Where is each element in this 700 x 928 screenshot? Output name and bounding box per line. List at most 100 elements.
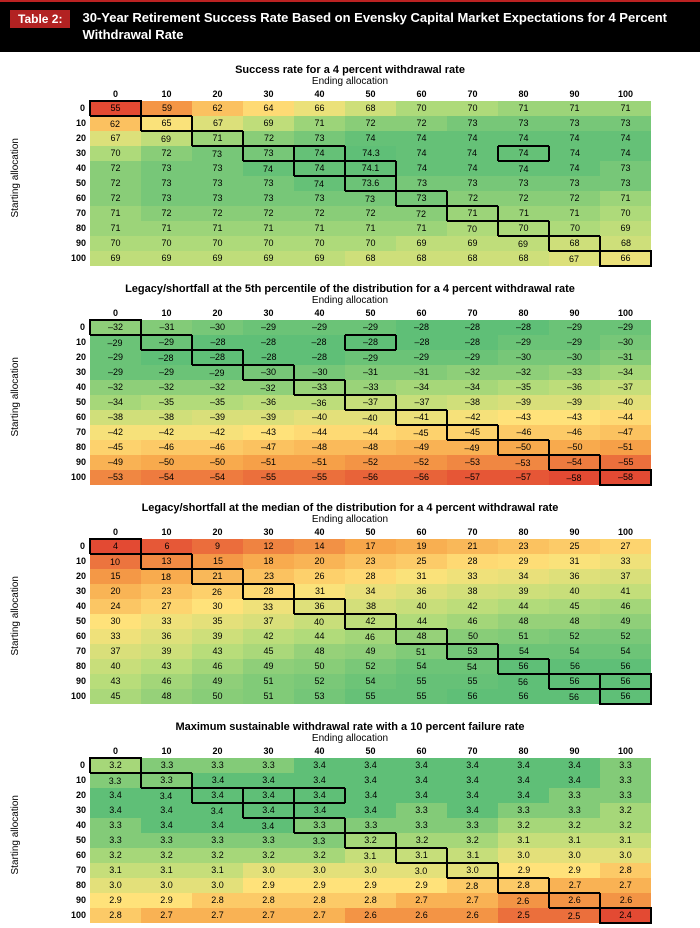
heat-cell: 55 (90, 101, 141, 116)
heat-cell: 36 (549, 569, 600, 584)
col-header: 10 (141, 745, 192, 758)
col-header: 80 (498, 88, 549, 101)
heat-cell: –45 (90, 440, 141, 455)
heat-cell: 3.1 (345, 848, 396, 863)
table-title: 30-Year Retirement Success Rate Based on… (82, 10, 690, 44)
heat-cell: 10 (90, 554, 141, 569)
heat-cell: 2.8 (192, 893, 243, 908)
heat-cell: 56 (498, 689, 549, 704)
heat-cell: –46 (141, 440, 192, 455)
heat-cell: 2.9 (294, 878, 345, 893)
heat-cell: 3.4 (141, 788, 192, 803)
row-header: 0 (59, 758, 90, 773)
heat-cell: 73 (549, 116, 600, 131)
heat-cell: 41 (600, 584, 651, 599)
heat-cell: 54 (549, 644, 600, 659)
heat-cell: 3.4 (345, 788, 396, 803)
heat-cell: 73.6 (345, 176, 396, 191)
heat-cell: 3.4 (294, 758, 345, 773)
heat-cell: 3.3 (600, 773, 651, 788)
heat-cell: 3.0 (396, 863, 447, 878)
heat-cell: 53 (447, 644, 498, 659)
heat-cell: 2.6 (396, 908, 447, 923)
heat-cell: 35 (192, 614, 243, 629)
heat-cell: 3.3 (498, 803, 549, 818)
heat-cell: 70 (141, 236, 192, 251)
heat-cell: 39 (498, 584, 549, 599)
heat-cell: 3.2 (600, 803, 651, 818)
heat-cell: 71 (90, 206, 141, 221)
heat-cell: 34 (498, 569, 549, 584)
heat-cell: 3.3 (243, 833, 294, 848)
heat-cell: 3.3 (345, 818, 396, 833)
heat-cell: 2.7 (600, 878, 651, 893)
col-header: 50 (345, 307, 396, 320)
heat-cell: 30 (90, 614, 141, 629)
heat-cell: 55 (447, 674, 498, 689)
row-header: 30 (59, 803, 90, 818)
heat-cell: 56 (549, 659, 600, 674)
heat-cell: 52 (294, 674, 345, 689)
heat-cell: –30 (549, 350, 600, 365)
panel-title: Success rate for a 4 percent withdrawal … (10, 64, 690, 76)
heat-cell: 3.2 (243, 848, 294, 863)
heat-cell: 54 (345, 674, 396, 689)
heat-cell: –28 (447, 335, 498, 350)
heat-cell: –44 (294, 425, 345, 440)
row-header: 10 (59, 116, 90, 131)
heat-cell: 3.3 (192, 758, 243, 773)
heat-cell: –43 (243, 425, 294, 440)
col-header: 60 (396, 526, 447, 539)
heat-cell: 74 (396, 146, 447, 161)
heat-cell: 74 (549, 131, 600, 146)
heat-cell: 3.4 (192, 773, 243, 788)
heat-cell: 27 (141, 599, 192, 614)
heat-cell: –58 (600, 470, 651, 485)
heat-cell: 43 (192, 644, 243, 659)
heat-cell: –49 (396, 440, 447, 455)
heat-cell: 56 (600, 659, 651, 674)
heat-cell: –56 (345, 470, 396, 485)
heat-cell: 37 (600, 569, 651, 584)
heat-cell: 33 (141, 614, 192, 629)
heat-cell: 27 (600, 539, 651, 554)
heat-cell: 71 (192, 131, 243, 146)
heat-cell: 74.3 (345, 146, 396, 161)
heat-cell: 67 (549, 251, 600, 266)
heat-cell: 15 (90, 569, 141, 584)
heat-cell: –49 (447, 440, 498, 455)
row-header: 80 (59, 440, 90, 455)
row-header: 60 (59, 410, 90, 425)
heat-cell: 33 (600, 554, 651, 569)
row-header: 60 (59, 848, 90, 863)
heat-cell: 74 (549, 146, 600, 161)
heat-cell: 74 (294, 176, 345, 191)
heat-cell: 67 (192, 116, 243, 131)
heat-cell: 74.1 (345, 161, 396, 176)
heat-cell: 3.3 (192, 833, 243, 848)
table-header: Table 2: 30-Year Retirement Success Rate… (0, 0, 700, 52)
heat-cell: 3.4 (243, 788, 294, 803)
heat-cell: 54 (447, 659, 498, 674)
col-header: 30 (243, 526, 294, 539)
heat-cell: 70 (192, 236, 243, 251)
heat-cell: 2.6 (345, 908, 396, 923)
heat-cell: –54 (192, 470, 243, 485)
heat-cell: 50 (294, 659, 345, 674)
heat-cell: 3.3 (141, 773, 192, 788)
heat-cell: 72 (192, 206, 243, 221)
heat-cell: 37 (90, 644, 141, 659)
heat-cell: 73 (549, 176, 600, 191)
row-header: 80 (59, 878, 90, 893)
col-header: 100 (600, 526, 651, 539)
row-header: 100 (59, 251, 90, 266)
row-header: 10 (59, 554, 90, 569)
heat-cell: –29 (192, 365, 243, 380)
row-header: 100 (59, 470, 90, 485)
heat-cell: 3.2 (294, 848, 345, 863)
heat-cell: 28 (243, 584, 294, 599)
heat-cell: 55 (396, 689, 447, 704)
heat-cell: –38 (141, 410, 192, 425)
heat-cell: 4 (90, 539, 141, 554)
heat-cell: 73 (396, 191, 447, 206)
